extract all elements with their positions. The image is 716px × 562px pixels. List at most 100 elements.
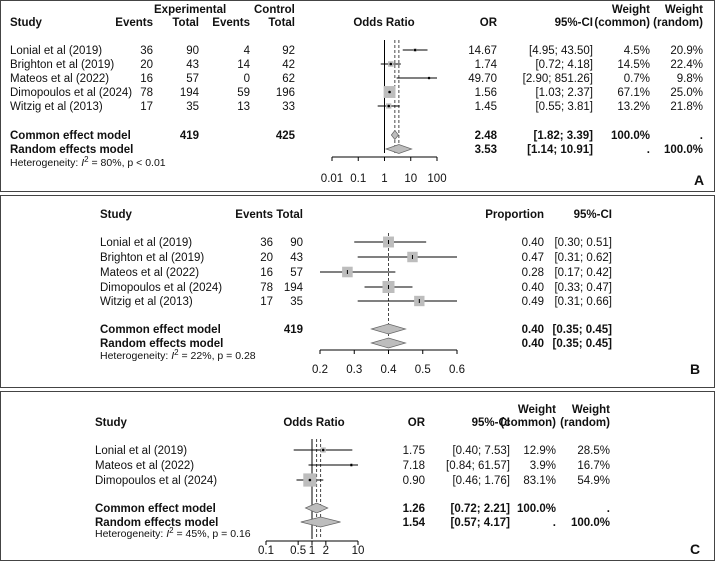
c-header-plot: Odds Ratio xyxy=(283,417,344,429)
b-study-events: 36 xyxy=(260,237,273,249)
a-header-exp-total: Total xyxy=(172,17,199,29)
b-study-ci: [0.30; 0.51] xyxy=(554,237,612,249)
c-study-or: 0.90 xyxy=(403,475,425,487)
panel-c: Study Odds Ratio OR 95%-CIWeight(common)Wei… xyxy=(95,404,700,557)
c-header-weight-common: Weight xyxy=(518,404,556,416)
b-study-events: 16 xyxy=(260,267,273,279)
a-study-point xyxy=(387,104,391,108)
a-study-ctrl-events: 0 xyxy=(244,73,250,85)
b-study-name: Dimopoulos et al (2024) xyxy=(100,282,222,294)
b-heterogeneity: Heterogeneity: I2 = 22%, p = 0.28 xyxy=(100,348,256,362)
b-common-ci: [0.35; 0.45] xyxy=(553,324,613,336)
a-header-weight-random: Weight xyxy=(665,4,703,16)
a-header-ctrl-events: Events xyxy=(212,17,250,29)
a-common-weight-common: 100.0% xyxy=(611,130,650,142)
a-study-ctrl-events: 59 xyxy=(237,87,250,99)
a-study-weight-common: 14.5% xyxy=(617,59,650,71)
c-study-ci: [0.84; 61.57] xyxy=(446,460,510,472)
c-random-diamond xyxy=(300,516,341,528)
a-common-diamond xyxy=(390,129,399,141)
a-common-weight-random: . xyxy=(700,130,703,142)
a-study-weight-random: 21.8% xyxy=(670,101,703,113)
a-study-point xyxy=(413,48,417,52)
a-study-ctrl-total: 42 xyxy=(282,59,295,71)
c-x-tick-label: 1 xyxy=(309,545,315,557)
a-random-label: Random effects model xyxy=(10,144,133,156)
a-study-ctrl-events: 4 xyxy=(244,45,251,57)
a-study-ctrl-total: 196 xyxy=(276,87,295,99)
a-study-or: 49.70 xyxy=(468,73,497,85)
a-study-or: 1.45 xyxy=(475,101,497,113)
a-x-tick-label: 0.1 xyxy=(350,173,366,185)
a-study-weight-common: 67.1% xyxy=(617,87,650,99)
a-header-ctrl-total: Total xyxy=(268,17,295,29)
b-study-ci: [0.31; 0.66] xyxy=(554,296,612,308)
c-common-label: Common effect model xyxy=(95,503,216,515)
a-common-ctrl-total: 425 xyxy=(276,130,296,142)
a-common-ci: [1.82; 3.39] xyxy=(534,130,594,142)
a-x-tick-label: 100 xyxy=(427,173,446,185)
b-header-proportion: Proportion xyxy=(485,209,544,221)
b-common-diamond xyxy=(370,323,407,335)
a-random-diamond xyxy=(384,144,413,154)
b-study-total: 90 xyxy=(290,237,303,249)
b-x-tick-label: 0.3 xyxy=(346,364,362,376)
a-header-control: Control xyxy=(254,4,295,16)
c-study-weight-common: 83.1% xyxy=(523,475,556,487)
c-study-weight-common: 3.9% xyxy=(530,460,556,472)
b-panel-label: B xyxy=(690,361,700,377)
c-random-label: Random effects model xyxy=(95,517,218,529)
a-study-name: Brighton et al (2019) xyxy=(10,59,114,71)
a-study-exp-events: 17 xyxy=(140,101,153,113)
c-header-weight-random: Weight xyxy=(572,404,610,416)
a-header-study: Study xyxy=(10,17,43,29)
c-study-weight-random: 28.5% xyxy=(577,445,610,457)
a-header-weight-common: Weight xyxy=(612,4,650,16)
a-study-name: Witzig et al (2013) xyxy=(10,101,103,113)
a-study-or: 1.56 xyxy=(475,87,497,99)
b-common-proportion: 0.40 xyxy=(522,324,544,336)
b-random-proportion: 0.40 xyxy=(522,338,544,350)
b-study-name: Lonial et al (2019) xyxy=(100,237,192,249)
c-study-weight-common: 12.9% xyxy=(523,445,556,457)
a-header-common: (common) xyxy=(594,17,650,29)
a-x-tick-label: 0.01 xyxy=(321,173,343,185)
c-study-weight-random: 16.7% xyxy=(577,460,610,472)
a-study-ctrl-total: 92 xyxy=(282,45,295,57)
b-study-ci: [0.31; 0.62] xyxy=(554,252,612,264)
a-study-ctrl-total: 33 xyxy=(282,101,295,113)
c-study-point xyxy=(321,448,325,452)
panel-b-frame xyxy=(0,195,715,388)
b-study-total: 43 xyxy=(290,252,303,264)
c-common-weight-random: . xyxy=(607,503,610,515)
a-study-weight-random: 9.8% xyxy=(677,73,703,85)
c-x-tick-label: 10 xyxy=(352,545,365,557)
c-header-common: (common) xyxy=(500,417,556,429)
a-study-exp-events: 78 xyxy=(140,87,153,99)
c-random-weight-random: 100.0% xyxy=(571,517,610,529)
c-x-tick-label: 0.5 xyxy=(290,545,306,557)
a-study-exp-events: 20 xyxy=(140,59,153,71)
b-study-name: Witzig et al (2013) xyxy=(100,296,193,308)
a-common-or: 2.48 xyxy=(475,130,498,142)
b-study-name: Mateos et al (2022) xyxy=(100,267,199,279)
a-study-exp-total: 194 xyxy=(180,87,200,99)
a-study-exp-total: 57 xyxy=(186,73,199,85)
b-random-diamond xyxy=(370,337,407,349)
a-study-name: Mateos et al (2022) xyxy=(10,73,109,85)
c-x-tick-label: 2 xyxy=(323,545,329,557)
a-study-exp-events: 16 xyxy=(140,73,153,85)
b-study-proportion: 0.49 xyxy=(522,296,544,308)
b-random-label: Random effects model xyxy=(100,338,223,350)
a-study-name: Lonial et al (2019) xyxy=(10,45,102,57)
a-heterogeneity: Heterogeneity: I2 = 80%, p < 0.01 xyxy=(10,155,166,169)
b-header-total: Total xyxy=(276,209,303,221)
b-x-tick-label: 0.5 xyxy=(415,364,431,376)
b-study-name: Brighton et al (2019) xyxy=(100,252,204,264)
a-study-ctrl-total: 62 xyxy=(282,73,295,85)
a-study-name: Dimopoulos et al (2024) xyxy=(10,87,132,99)
a-header-or: OR xyxy=(480,17,498,29)
a-study-weight-common: 0.7% xyxy=(624,73,650,85)
c-common-ci: [0.72; 2.21] xyxy=(451,503,511,515)
c-study-point xyxy=(350,463,353,467)
